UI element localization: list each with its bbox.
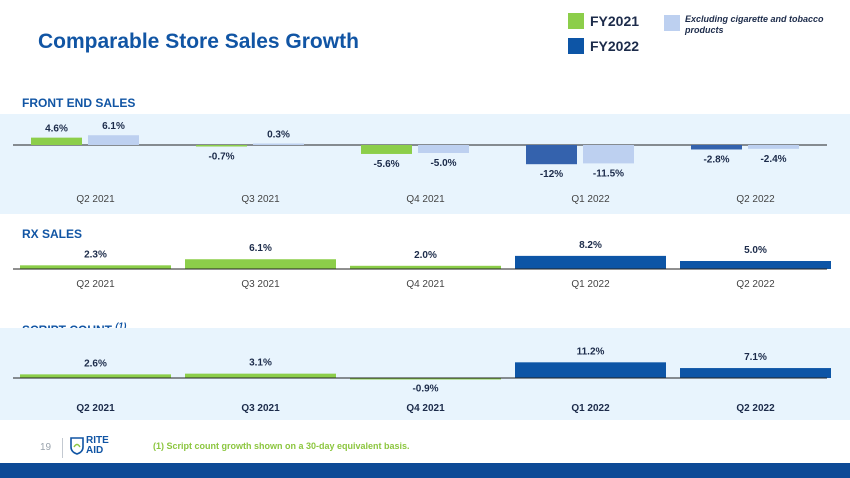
rx-label-q3-2021: 6.1% xyxy=(249,243,272,254)
front-end-sales-chart: 4.6% 6.1% Q2 2021 -0.7% 0.3% Q3 2021 -5.6% -5.0… xyxy=(13,121,827,205)
script-count-label-q3-2021: 3.1% xyxy=(249,358,272,369)
front-end-label-excl-q2-2022: -2.4% xyxy=(760,154,786,165)
front-end-tick-q4-2021: Q4 2021 xyxy=(406,194,445,205)
legend-swatch-fy2022 xyxy=(568,38,584,54)
script-count-bar-q3-2021 xyxy=(185,373,336,378)
logo-wordmark: RITE AID xyxy=(84,436,109,456)
rx-bar-q2-2021 xyxy=(20,265,171,269)
front-end-label-total-q4-2021: -5.6% xyxy=(373,159,399,170)
front-end-tick-q2-2022: Q2 2022 xyxy=(736,194,775,205)
rx-tick-q2-2022: Q2 2022 xyxy=(736,279,775,290)
script-count-tick-q2-2021: Q2 2021 xyxy=(76,403,115,414)
front-end-bar-total-q4-2021 xyxy=(361,145,412,154)
logo-word-2: AID xyxy=(86,445,104,456)
rx-label-q2-2022: 5.0% xyxy=(744,245,767,256)
front-end-label-total-q2-2022: -2.8% xyxy=(703,154,729,165)
script-count-bar-q2-2022 xyxy=(680,368,831,378)
script-count-tick-q4-2021: Q4 2021 xyxy=(406,403,445,414)
front-end-bar-excl-q2-2022 xyxy=(748,145,799,149)
front-end-label-excl-q4-2021: -5.0% xyxy=(430,158,456,169)
front-end-bar-excl-q2-2021 xyxy=(88,135,139,145)
script-count-chart: 2.6% Q2 2021 3.1% Q3 2021 -0.9% Q4 2021 11.2% Q… xyxy=(13,346,831,414)
legend-swatch-excluding xyxy=(664,15,680,31)
script-count-label-q2-2021: 2.6% xyxy=(84,358,107,369)
bottom-bar xyxy=(0,463,850,478)
rx-label-q2-2021: 2.3% xyxy=(84,249,107,260)
script-count-tick-q2-2022: Q2 2022 xyxy=(736,403,775,414)
rite-aid-logo: RITE AID xyxy=(70,436,109,456)
rx-bar-q4-2021 xyxy=(350,265,501,269)
section-label-rx: RX SALES xyxy=(22,227,83,241)
logo-word-1: RITE xyxy=(86,435,109,446)
legend-label-excluding: Excluding cigarette and tobacco products xyxy=(685,14,824,35)
rx-label-q1-2022: 8.2% xyxy=(579,240,602,251)
front-end-bar-total-q3-2021 xyxy=(196,145,247,147)
front-end-bar-excl-q3-2021 xyxy=(253,143,304,145)
rx-bar-q3-2021 xyxy=(185,259,336,269)
footnote: (1) Script count growth shown on a 30-da… xyxy=(153,441,410,451)
legend-fy2022: FY2022 xyxy=(568,38,639,54)
rx-bar-q2-2022 xyxy=(680,261,831,269)
front-end-tick-q1-2022: Q1 2022 xyxy=(571,194,610,205)
legend-fy2021: FY2021 xyxy=(568,13,639,29)
rx-tick-q4-2021: Q4 2021 xyxy=(406,279,445,290)
rx-bar-q1-2022 xyxy=(515,255,666,269)
rx-tick-q1-2022: Q1 2022 xyxy=(571,279,610,290)
front-end-bar-total-q2-2022 xyxy=(691,145,742,150)
rx-tick-q2-2021: Q2 2021 xyxy=(76,279,115,290)
page-title: Comparable Store Sales Growth xyxy=(38,30,359,53)
script-count-label-q2-2022: 7.1% xyxy=(744,352,767,363)
legend-swatch-fy2021 xyxy=(568,13,584,29)
legend-label-fy2022: FY2022 xyxy=(590,38,640,54)
front-end-bar-total-q1-2022 xyxy=(526,145,577,165)
shield-logo-icon xyxy=(70,437,84,455)
script-count-label-q4-2021: -0.9% xyxy=(412,384,438,395)
front-end-label-excl-q2-2021: 6.1% xyxy=(102,121,125,132)
front-end-label-excl-q1-2022: -11.5% xyxy=(593,168,624,179)
script-count-tick-q3-2021: Q3 2021 xyxy=(241,403,280,414)
front-end-bar-excl-q1-2022 xyxy=(583,145,634,164)
legend-label-fy2021: FY2021 xyxy=(590,13,640,29)
script-count-bar-q1-2022 xyxy=(515,362,666,378)
rx-label-q4-2021: 2.0% xyxy=(414,250,437,261)
front-end-band xyxy=(0,114,850,214)
footer-divider xyxy=(62,438,63,458)
front-end-tick-q2-2021: Q2 2021 xyxy=(76,194,115,205)
page-number: 19 xyxy=(40,442,52,453)
script-count-bar-q2-2021 xyxy=(20,374,171,378)
front-end-tick-q3-2021: Q3 2021 xyxy=(241,194,280,205)
front-end-label-total-q2-2021: 4.6% xyxy=(45,124,68,135)
script-count-tick-q1-2022: Q1 2022 xyxy=(571,403,610,414)
front-end-bar-excl-q4-2021 xyxy=(418,145,469,153)
front-end-label-total-q1-2022: -12% xyxy=(540,169,563,180)
script-count-label-q1-2022: 11.2% xyxy=(577,346,605,357)
front-end-label-excl-q3-2021: 0.3% xyxy=(267,130,290,141)
front-end-bar-total-q2-2021 xyxy=(31,137,82,145)
rx-tick-q3-2021: Q3 2021 xyxy=(241,279,280,290)
rx-sales-chart: 2.3% Q2 2021 6.1% Q3 2021 2.0% Q4 2021 8.2% Q1 … xyxy=(13,240,831,290)
section-label-front-end: FRONT END SALES xyxy=(22,96,136,110)
script-count-bar-q4-2021 xyxy=(350,378,501,380)
section-label-script-footnote: (1) xyxy=(115,321,127,331)
front-end-label-total-q3-2021: -0.7% xyxy=(208,152,234,163)
